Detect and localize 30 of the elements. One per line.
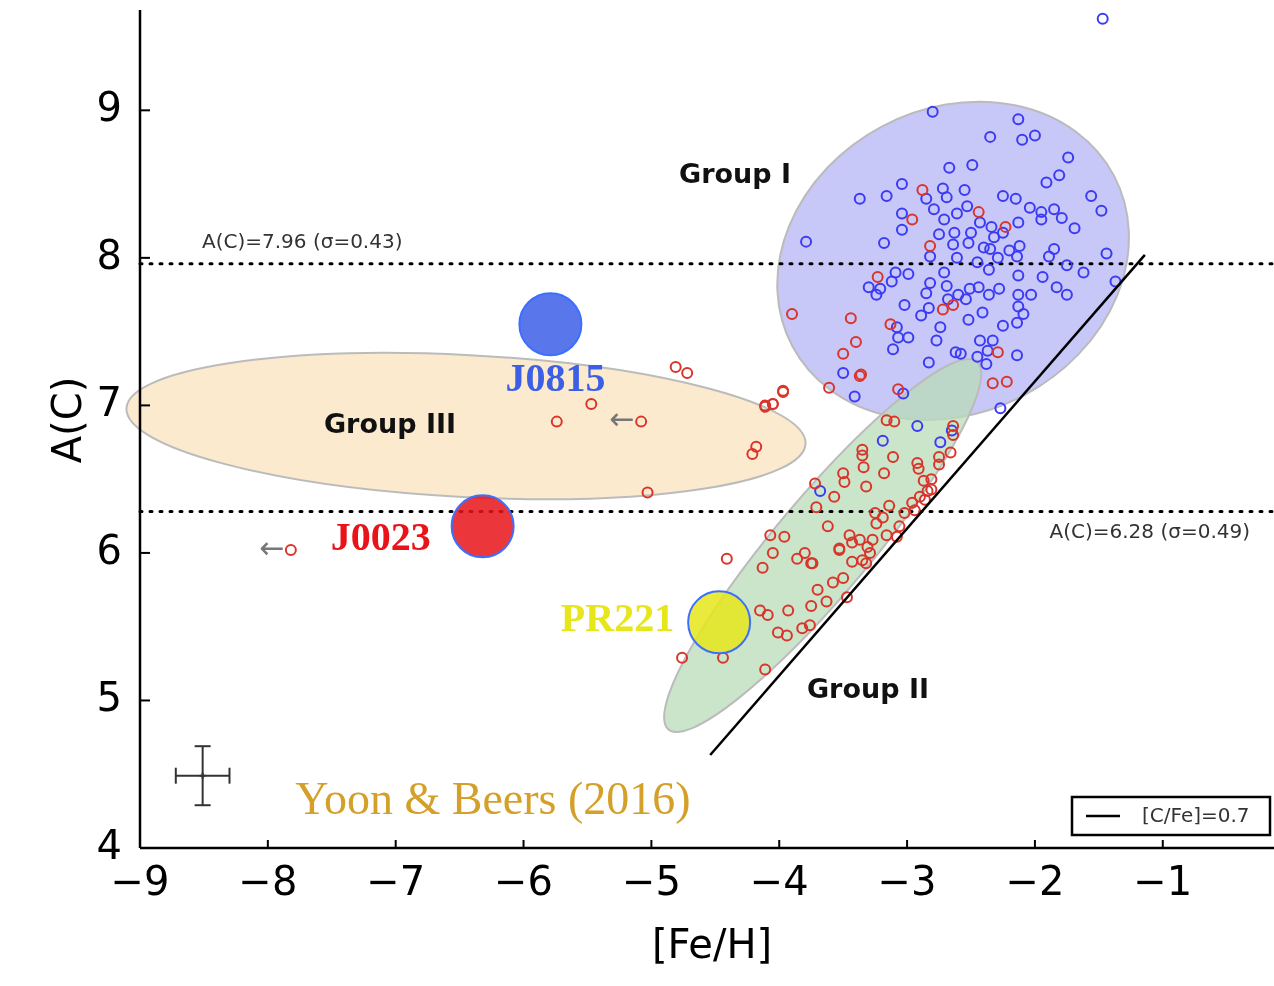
y-tick-label: 5	[96, 674, 122, 721]
annotation: Group I	[678, 157, 792, 189]
x-tick-label: −8	[238, 858, 298, 904]
annotation: Yoon & Beers (2016)	[295, 772, 691, 824]
x-tick-label: −2	[1005, 858, 1065, 904]
series-label: J0815	[505, 355, 606, 401]
y-tick-label: 9	[96, 84, 122, 131]
legend-label: [C/Fe]=0.7	[1142, 802, 1250, 827]
x-axis-title: [Fe/H]	[651, 921, 773, 967]
ref-line-label: A(C)=6.28 (σ=0.49)	[1049, 518, 1250, 543]
x-tick-label: −3	[877, 858, 937, 904]
x-tick-label: −5	[621, 858, 681, 904]
ref-line-label: A(C)=7.96 (σ=0.43)	[202, 228, 403, 253]
y-tick-label: 8	[96, 231, 122, 278]
annotation: Group II	[806, 672, 930, 704]
point	[518, 292, 583, 357]
series-label: PR221	[560, 595, 675, 641]
point	[450, 494, 515, 559]
x-tick-label: −7	[366, 858, 426, 904]
y-axis-title: A(C)	[44, 376, 90, 464]
series-label: J0023	[330, 513, 431, 559]
y-tick-label: 6	[96, 526, 122, 573]
y-tick-label: 7	[96, 379, 122, 426]
x-tick-label: −1	[1133, 858, 1193, 904]
annotation: ←	[609, 400, 635, 436]
annotation: Group III	[323, 407, 457, 439]
x-tick-label: −6	[494, 858, 554, 904]
x-tick-label: −4	[749, 858, 809, 904]
point	[687, 590, 752, 655]
annotation: ←	[259, 529, 285, 565]
